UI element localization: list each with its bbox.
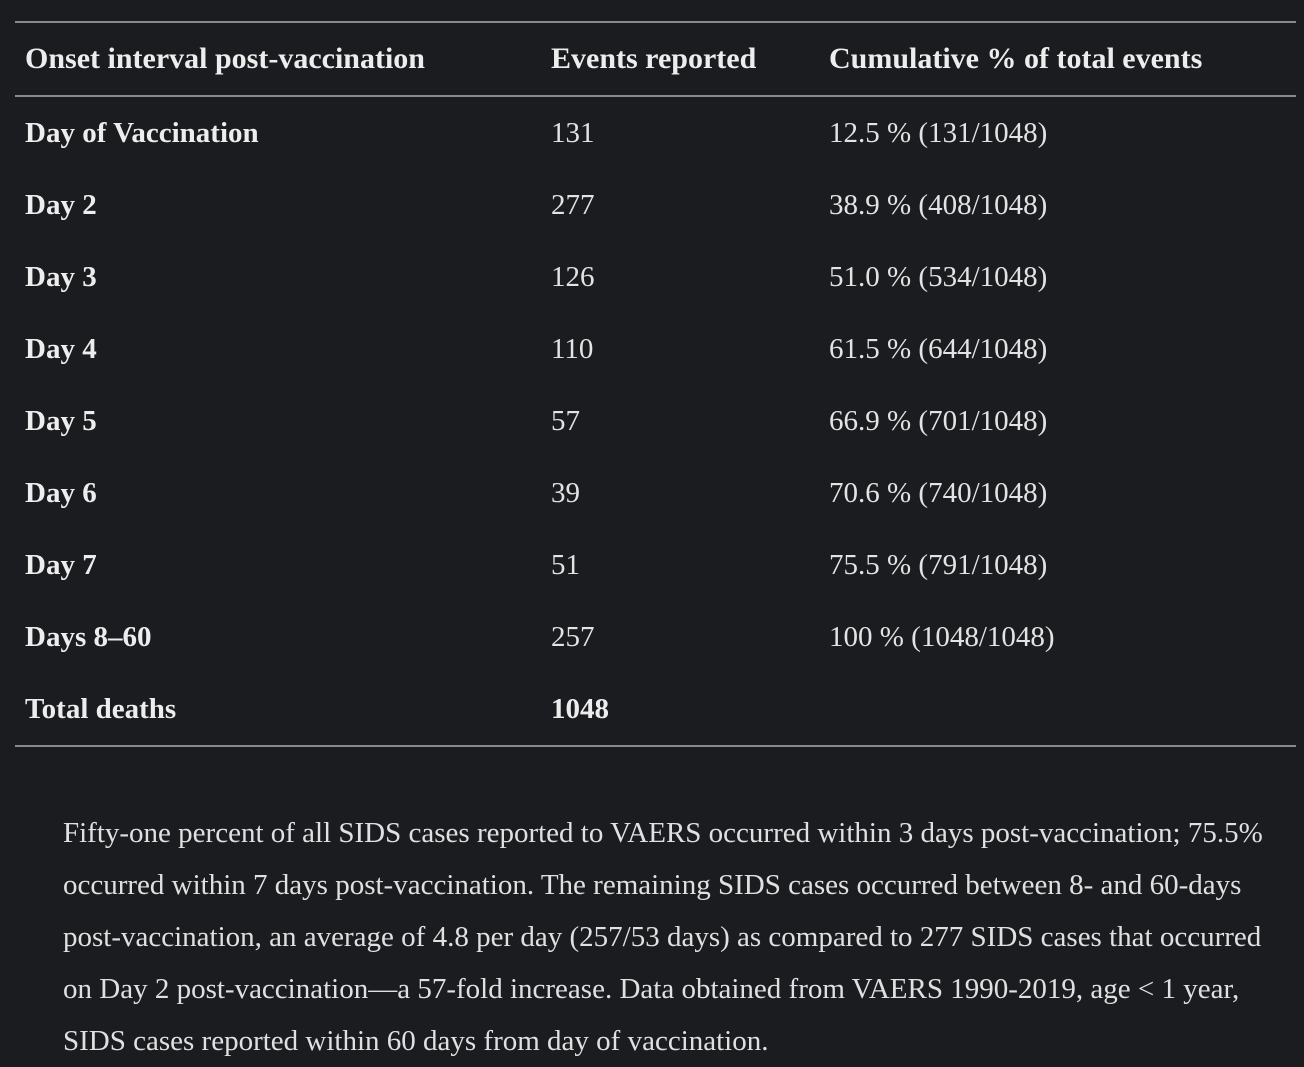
- row-cumulative: 51.0 % (534/1048): [829, 260, 1048, 293]
- table-header-row: Onset interval post-vaccination Events r…: [15, 23, 1296, 96]
- total-label: Total deaths: [25, 692, 177, 725]
- row-events: 57: [551, 404, 580, 437]
- total-cumulative: [819, 673, 1296, 746]
- row-cumulative: 61.5 % (644/1048): [829, 332, 1048, 365]
- row-cumulative: 70.6 % (740/1048): [829, 476, 1048, 509]
- row-cumulative: 75.5 % (791/1048): [829, 548, 1048, 581]
- row-interval: Day of Vaccination: [25, 116, 259, 149]
- row-events: 126: [551, 260, 595, 293]
- row-interval: Day 7: [25, 548, 97, 581]
- table-row: Day of Vaccination 131 12.5 % (131/1048): [15, 96, 1296, 169]
- header-cumulative-percent: Cumulative % of total events: [829, 42, 1203, 75]
- row-cumulative: 66.9 % (701/1048): [829, 404, 1048, 437]
- row-cumulative: 38.9 % (408/1048): [829, 188, 1048, 221]
- row-events: 51: [551, 548, 580, 581]
- data-table-container: Onset interval post-vaccination Events r…: [15, 21, 1296, 747]
- table-row: Day 7 51 75.5 % (791/1048): [15, 529, 1296, 601]
- table-row: Days 8–60 257 100 % (1048/1048): [15, 601, 1296, 673]
- table-row: Day 3 126 51.0 % (534/1048): [15, 241, 1296, 313]
- row-interval: Day 5: [25, 404, 97, 437]
- row-events: 39: [551, 476, 580, 509]
- row-events: 110: [551, 332, 594, 365]
- row-interval: Day 3: [25, 260, 97, 293]
- row-interval: Days 8–60: [25, 620, 152, 653]
- row-events: 257: [551, 620, 595, 653]
- header-onset-interval: Onset interval post-vaccination: [25, 42, 425, 75]
- table-caption: Fifty-one percent of all SIDS cases repo…: [63, 817, 1263, 1057]
- table-top-rule: [15, 21, 1296, 23]
- table-row: Day 6 39 70.6 % (740/1048): [15, 457, 1296, 529]
- table-row: Day 2 277 38.9 % (408/1048): [15, 169, 1296, 241]
- row-cumulative: 100 % (1048/1048): [829, 620, 1055, 653]
- table-row: Day 4 110 61.5 % (644/1048): [15, 313, 1296, 385]
- row-interval: Day 6: [25, 476, 97, 509]
- row-events: 277: [551, 188, 595, 221]
- row-events: 131: [551, 116, 595, 149]
- table-row: Day 5 57 66.9 % (701/1048): [15, 385, 1296, 457]
- onset-interval-table: Onset interval post-vaccination Events r…: [15, 23, 1296, 747]
- total-events: 1048: [551, 692, 609, 725]
- row-cumulative: 12.5 % (131/1048): [829, 116, 1048, 149]
- header-events-reported: Events reported: [551, 42, 757, 75]
- table-total-row: Total deaths 1048: [15, 673, 1296, 746]
- row-interval: Day 2: [25, 188, 97, 221]
- row-interval: Day 4: [25, 332, 97, 365]
